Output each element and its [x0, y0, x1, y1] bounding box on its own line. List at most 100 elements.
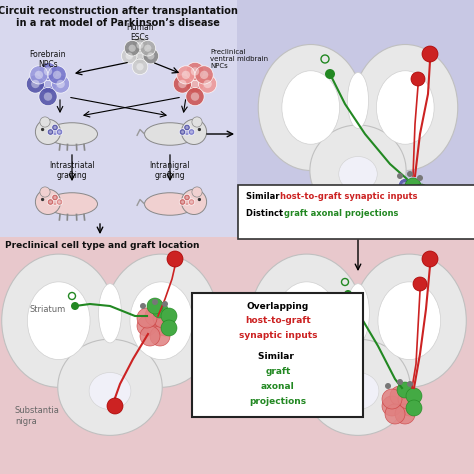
Circle shape: [147, 298, 163, 314]
Circle shape: [36, 119, 61, 145]
Circle shape: [181, 201, 184, 203]
Circle shape: [406, 400, 422, 416]
Circle shape: [56, 129, 63, 135]
Circle shape: [422, 251, 438, 267]
Text: graft: graft: [265, 367, 291, 376]
Circle shape: [48, 66, 66, 84]
Circle shape: [167, 251, 183, 267]
Circle shape: [143, 48, 159, 64]
Circle shape: [52, 194, 58, 201]
Text: Preclinical
ventral midbrain
NPCs: Preclinical ventral midbrain NPCs: [210, 49, 268, 69]
Ellipse shape: [376, 71, 434, 144]
Ellipse shape: [258, 45, 363, 171]
Ellipse shape: [27, 282, 90, 360]
Ellipse shape: [104, 254, 219, 387]
Circle shape: [124, 40, 140, 56]
Circle shape: [137, 42, 144, 49]
Circle shape: [191, 80, 199, 88]
Circle shape: [397, 382, 413, 398]
Circle shape: [107, 398, 123, 414]
Circle shape: [126, 53, 133, 60]
Circle shape: [344, 290, 352, 298]
Ellipse shape: [352, 254, 466, 387]
Circle shape: [137, 316, 157, 336]
Text: Intrastriatal
grafting: Intrastriatal grafting: [49, 161, 95, 181]
Circle shape: [195, 66, 213, 84]
Circle shape: [397, 379, 403, 385]
Text: synaptic inputs: synaptic inputs: [239, 331, 317, 340]
Circle shape: [44, 80, 52, 88]
Ellipse shape: [378, 282, 441, 360]
Text: Substantia
nigra: Substantia nigra: [15, 406, 60, 426]
Circle shape: [52, 199, 58, 205]
Circle shape: [54, 130, 56, 134]
Circle shape: [150, 326, 170, 346]
Circle shape: [411, 191, 417, 197]
Ellipse shape: [347, 73, 368, 128]
Circle shape: [184, 129, 190, 135]
Circle shape: [407, 194, 423, 210]
Circle shape: [186, 75, 204, 93]
Ellipse shape: [130, 282, 192, 360]
Circle shape: [413, 277, 427, 291]
Circle shape: [399, 197, 411, 210]
Ellipse shape: [337, 373, 379, 410]
Text: Similar: Similar: [258, 352, 298, 361]
Circle shape: [52, 124, 58, 131]
Circle shape: [399, 188, 411, 201]
Circle shape: [179, 199, 186, 205]
Circle shape: [132, 59, 148, 74]
Text: Distinct: Distinct: [246, 209, 286, 218]
Circle shape: [417, 175, 423, 181]
Circle shape: [132, 37, 148, 53]
Circle shape: [422, 46, 438, 62]
Ellipse shape: [250, 254, 364, 387]
Circle shape: [152, 302, 168, 318]
Text: Circuit reconstruction after transplantation
in a rat model of Parkinson’s disea: Circuit reconstruction after transplanta…: [0, 6, 238, 27]
Circle shape: [393, 191, 399, 197]
Circle shape: [40, 117, 50, 127]
Circle shape: [185, 126, 189, 129]
Circle shape: [186, 88, 204, 106]
Ellipse shape: [306, 339, 410, 436]
Circle shape: [49, 201, 52, 203]
Circle shape: [199, 75, 217, 93]
Circle shape: [185, 196, 189, 199]
Ellipse shape: [346, 284, 369, 343]
Circle shape: [203, 80, 212, 88]
Circle shape: [47, 199, 54, 205]
Ellipse shape: [353, 45, 458, 171]
Circle shape: [177, 66, 195, 84]
Circle shape: [188, 129, 195, 135]
Circle shape: [161, 308, 177, 324]
Circle shape: [382, 396, 402, 416]
Circle shape: [121, 48, 137, 64]
Circle shape: [186, 62, 204, 81]
Circle shape: [132, 48, 148, 64]
Circle shape: [39, 62, 57, 81]
Circle shape: [26, 75, 45, 93]
Circle shape: [407, 381, 413, 387]
Circle shape: [178, 80, 187, 88]
Circle shape: [192, 187, 202, 197]
Circle shape: [190, 130, 193, 134]
Circle shape: [153, 308, 173, 328]
Circle shape: [128, 45, 136, 52]
Circle shape: [191, 92, 199, 101]
Circle shape: [56, 80, 65, 88]
Circle shape: [140, 40, 155, 56]
Ellipse shape: [282, 71, 340, 144]
Circle shape: [390, 188, 402, 201]
Circle shape: [49, 130, 52, 134]
Circle shape: [179, 129, 186, 135]
Circle shape: [405, 178, 421, 194]
Ellipse shape: [99, 284, 121, 343]
Circle shape: [40, 187, 50, 197]
Circle shape: [382, 389, 402, 409]
Circle shape: [191, 67, 199, 75]
Circle shape: [39, 75, 57, 93]
Circle shape: [137, 53, 144, 60]
Circle shape: [30, 66, 48, 84]
Ellipse shape: [58, 339, 162, 436]
Circle shape: [137, 308, 157, 328]
